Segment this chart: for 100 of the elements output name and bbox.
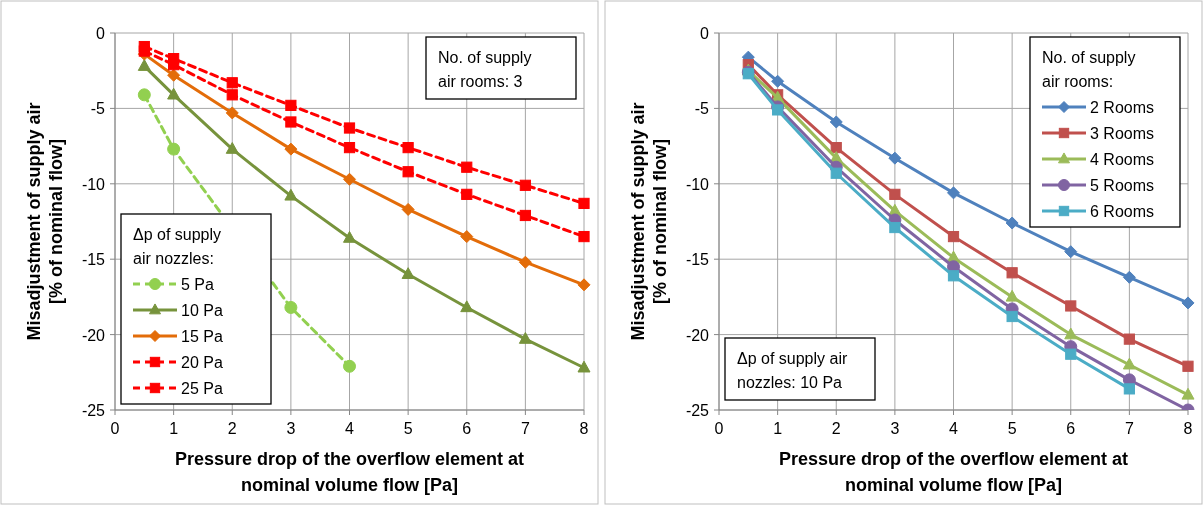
point (771, 74, 785, 88)
point (518, 255, 532, 269)
y-tick-label: -25 (685, 402, 710, 419)
point (1123, 383, 1135, 395)
x-tick-label: 1 (169, 420, 179, 437)
y-tick-label: -20 (685, 326, 710, 344)
x-tick-label: 8 (1183, 420, 1193, 437)
point (577, 360, 591, 373)
point (889, 188, 901, 200)
x-tick-label: 6 (462, 420, 472, 437)
y-tick-label: 0 (700, 25, 710, 42)
point (168, 53, 180, 65)
y-tick-label: -5 (90, 100, 106, 118)
point (829, 115, 843, 129)
point (461, 161, 473, 173)
point (460, 230, 474, 244)
point (343, 230, 356, 243)
y-axis-title: Misadjustment of supply air [% of nominal flow] (24, 102, 66, 341)
x-tick-label: 4 (949, 420, 959, 437)
x-tick-label: 2 (227, 420, 237, 437)
point (284, 142, 298, 156)
point (167, 87, 181, 100)
point (138, 40, 150, 53)
legend-label: 6 Rooms (1090, 203, 1155, 220)
y-tick-label: 0 (96, 25, 106, 42)
point (284, 300, 298, 314)
point (519, 179, 531, 191)
point (1122, 270, 1136, 284)
point (947, 230, 960, 243)
legend-title: Δp of supply air nozzles: (133, 226, 222, 267)
point (1005, 289, 1019, 302)
point (1122, 357, 1136, 370)
point (343, 142, 356, 154)
point (460, 300, 474, 313)
x-tick-label: 7 (520, 420, 530, 437)
point (1181, 387, 1195, 400)
legend-label: 5 Pa (181, 276, 215, 293)
y-tick-label: -10 (685, 175, 710, 193)
x-tick-label: 2 (831, 420, 841, 437)
x-tick-label: 7 (1124, 420, 1134, 437)
x-tick-label: 5 (403, 420, 413, 437)
point (137, 88, 151, 102)
x-tick-label: 5 (1007, 420, 1017, 437)
point (1006, 310, 1018, 323)
point (772, 104, 784, 116)
x-tick-label: 4 (345, 420, 355, 437)
point (167, 142, 181, 156)
y-axis-title: Misadjustment of supply air [% of nominal flow] (628, 102, 670, 341)
point (1006, 267, 1018, 279)
legend-label: 10 Pa (181, 302, 223, 319)
point (578, 197, 590, 209)
point (226, 77, 238, 89)
point (577, 278, 591, 292)
x-tick-label: 3 (286, 420, 296, 437)
point (225, 106, 239, 120)
y-tick-label: -25 (81, 402, 106, 419)
point (137, 59, 151, 71)
legend-label: 25 Pa (181, 380, 223, 397)
x-tick-label: 3 (890, 420, 900, 437)
point (401, 202, 415, 216)
point (401, 267, 415, 279)
point (343, 359, 356, 373)
point (461, 188, 473, 200)
point (343, 122, 356, 134)
y-tick-label: -15 (685, 251, 710, 269)
point (343, 172, 356, 186)
y-tick-label: -10 (81, 175, 106, 193)
point (1181, 296, 1195, 310)
legend-label: 15 Pa (181, 328, 223, 345)
annotation: Δp of supply air nozzles: 10 Pa (737, 350, 848, 391)
point (1064, 327, 1078, 340)
point (402, 142, 414, 154)
x-tick-label: 0 (714, 420, 724, 437)
legend-label: 3 Rooms (1090, 125, 1155, 142)
point (285, 99, 297, 111)
point (1065, 348, 1077, 360)
legend-label: 4 Rooms (1090, 151, 1155, 168)
point (225, 142, 239, 154)
point (285, 116, 297, 128)
point (226, 89, 238, 101)
point (578, 230, 590, 243)
point (888, 151, 902, 165)
point (1005, 216, 1019, 230)
y-tick-label: -20 (81, 326, 106, 344)
x-tick-label: 6 (1066, 420, 1076, 437)
point (518, 332, 532, 344)
point (1064, 245, 1078, 259)
point (1182, 360, 1194, 372)
x-tick-label: 8 (579, 420, 589, 437)
point (830, 142, 842, 154)
x-axis-title: Pressure drop of the overflow element at nominal volume flow [Pa] (174, 449, 525, 495)
legend-label: 20 Pa (181, 354, 223, 371)
y-tick-label: -15 (81, 251, 106, 269)
legend-label: 2 Rooms (1090, 99, 1155, 116)
point (947, 270, 960, 282)
point (1123, 333, 1135, 345)
legend-label: 5 Rooms (1090, 177, 1155, 194)
annotation: No. of supply air rooms: 3 (438, 49, 532, 90)
y-tick-label: -5 (694, 100, 710, 118)
x-tick-label: 1 (773, 420, 783, 437)
